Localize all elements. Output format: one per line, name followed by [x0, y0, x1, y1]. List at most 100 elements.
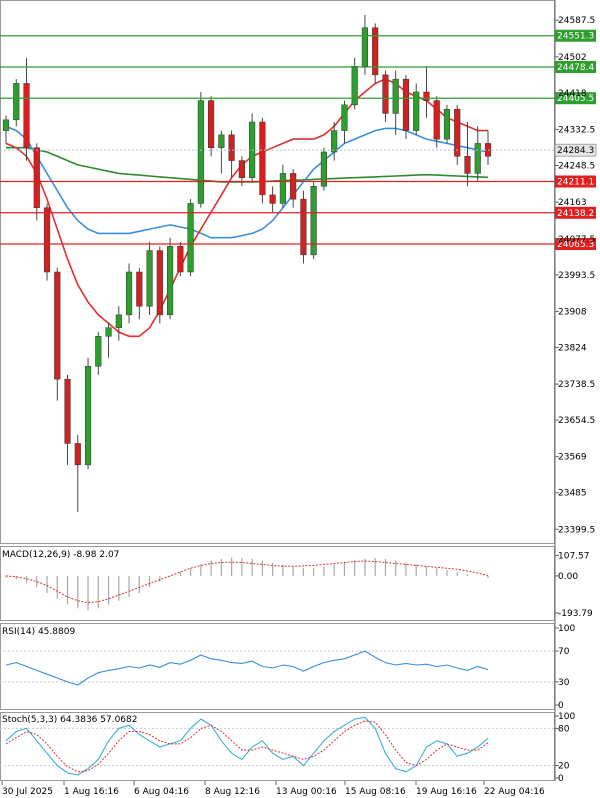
- candle: [341, 100, 348, 144]
- price-tick-label: 24248.5: [558, 162, 595, 172]
- current-price-badge: [554, 143, 597, 157]
- rsi-axis: 100 70 30 0: [555, 624, 575, 711]
- time-tick-label: 30 Jul 2025: [2, 787, 53, 797]
- time-axis: 30 Jul 2025 1 Aug 16:16 6 Aug 04:16 8 Aug 1…: [1, 781, 545, 797]
- candle-body: [208, 100, 215, 148]
- candle-body: [136, 271, 143, 307]
- candle-body: [105, 327, 112, 337]
- main-panel-frame: [0, 0, 555, 544]
- candle-body: [474, 143, 481, 174]
- candle: [454, 104, 461, 165]
- ma-mid-line: [5, 125, 489, 239]
- axis-tick-label: -193.79: [558, 609, 593, 619]
- price-tick-label: 24077.5: [558, 235, 595, 245]
- stoch-panel-frame: [0, 712, 555, 781]
- candle: [249, 113, 256, 182]
- candle-body: [279, 173, 286, 204]
- candle-body: [167, 246, 174, 316]
- candle: [167, 237, 174, 320]
- candle: [269, 186, 276, 212]
- candle-body: [95, 336, 102, 367]
- candle: [64, 374, 71, 465]
- candle-body: [413, 91, 420, 131]
- candle-body: [402, 78, 410, 131]
- candle: [300, 190, 307, 264]
- price-tick-label: 24587.5: [558, 16, 595, 26]
- price-tick-label: 23399.5: [558, 525, 595, 535]
- price-tick-label: 23993.5: [558, 271, 595, 281]
- candle: [413, 83, 420, 135]
- level-label: 24551.3: [557, 32, 594, 42]
- candle-body: [300, 198, 307, 256]
- candle: [474, 126, 481, 182]
- horizontal-levels: 24551.3 24478.4 24405.5 24211.1 24138.2 24065…: [0, 29, 596, 251]
- candle: [351, 57, 358, 110]
- time-tick-label: 19 Aug 16:16: [416, 787, 477, 797]
- candle: [136, 267, 143, 320]
- price-tick-label: 23824: [558, 343, 587, 353]
- candle-body: [115, 314, 122, 328]
- candle-body: [361, 27, 369, 67]
- candle-body: [13, 83, 20, 121]
- rsi-levels: [0, 650, 555, 683]
- candle-body: [464, 156, 471, 174]
- time-tick-label: 1 Aug 16:16: [64, 787, 119, 797]
- level-badge: [555, 92, 596, 105]
- axis-tick-label: 100: [558, 624, 575, 634]
- price-tick-label: 23569: [558, 453, 587, 463]
- price-tick-label: 23654.5: [558, 416, 595, 426]
- candle-body: [33, 147, 40, 208]
- candle-body: [228, 134, 235, 161]
- price-tick-label: 24418: [558, 89, 587, 99]
- axis-tick-label: 100: [558, 712, 575, 722]
- candle: [105, 323, 112, 358]
- macd-histogram: [5, 557, 489, 611]
- candle: [402, 74, 410, 140]
- level-label: 24405.5: [557, 94, 594, 104]
- level-label: 24478.4: [557, 63, 594, 73]
- time-tick-label: 6 Aug 04:16: [134, 787, 189, 797]
- macd-panel-frame: [0, 546, 555, 621]
- macd-label: MACD(12,26,9) -8.98 2.07: [2, 550, 119, 560]
- candle: [423, 66, 430, 118]
- axis-tick-label: 70: [558, 647, 570, 657]
- candle-body: [218, 134, 225, 148]
- level-badge: [555, 238, 596, 251]
- stoch-axis: 100 80 20 0: [555, 712, 575, 784]
- stoch-d-line: [5, 720, 489, 773]
- axis-tick-label: 30: [558, 678, 570, 688]
- stoch-label: Stoch(5,3,3) 64.3836 57.0682: [2, 715, 137, 725]
- candle-body: [54, 271, 61, 380]
- candle-body: [423, 91, 430, 101]
- candle: [208, 96, 215, 157]
- candle: [279, 164, 286, 208]
- candle: [187, 199, 194, 277]
- candle: [13, 79, 20, 127]
- candle-body: [351, 66, 358, 106]
- axis-tick-label: 107.57: [558, 551, 590, 561]
- candle: [2, 115, 10, 144]
- candle-body: [238, 160, 245, 178]
- candle-body: [331, 130, 338, 153]
- candle-body: [454, 108, 461, 157]
- candle: [218, 130, 225, 174]
- level-label: 24138.2: [557, 209, 594, 219]
- candle-body: [43, 207, 51, 273]
- candle-body: [341, 104, 348, 131]
- candle: [382, 70, 389, 122]
- candle: [331, 122, 338, 161]
- candle: [320, 147, 327, 191]
- current-price-label: 24284.3: [557, 146, 594, 156]
- level-badge: [555, 175, 596, 188]
- time-tick-label: 13 Aug 00:16: [276, 787, 337, 797]
- level-label: 24211.1: [557, 178, 594, 188]
- candle: [228, 130, 235, 178]
- rsi-label: RSI(14) 45.8809: [2, 627, 75, 637]
- candle: [54, 267, 61, 401]
- candle: [310, 182, 317, 260]
- candle-body: [197, 100, 204, 204]
- candle-body: [290, 173, 297, 200]
- time-tick-label: 22 Aug 04:16: [484, 787, 545, 797]
- current-price-marker: 24284.3: [0, 143, 597, 157]
- time-tick-label: 15 Aug 08:16: [345, 787, 406, 797]
